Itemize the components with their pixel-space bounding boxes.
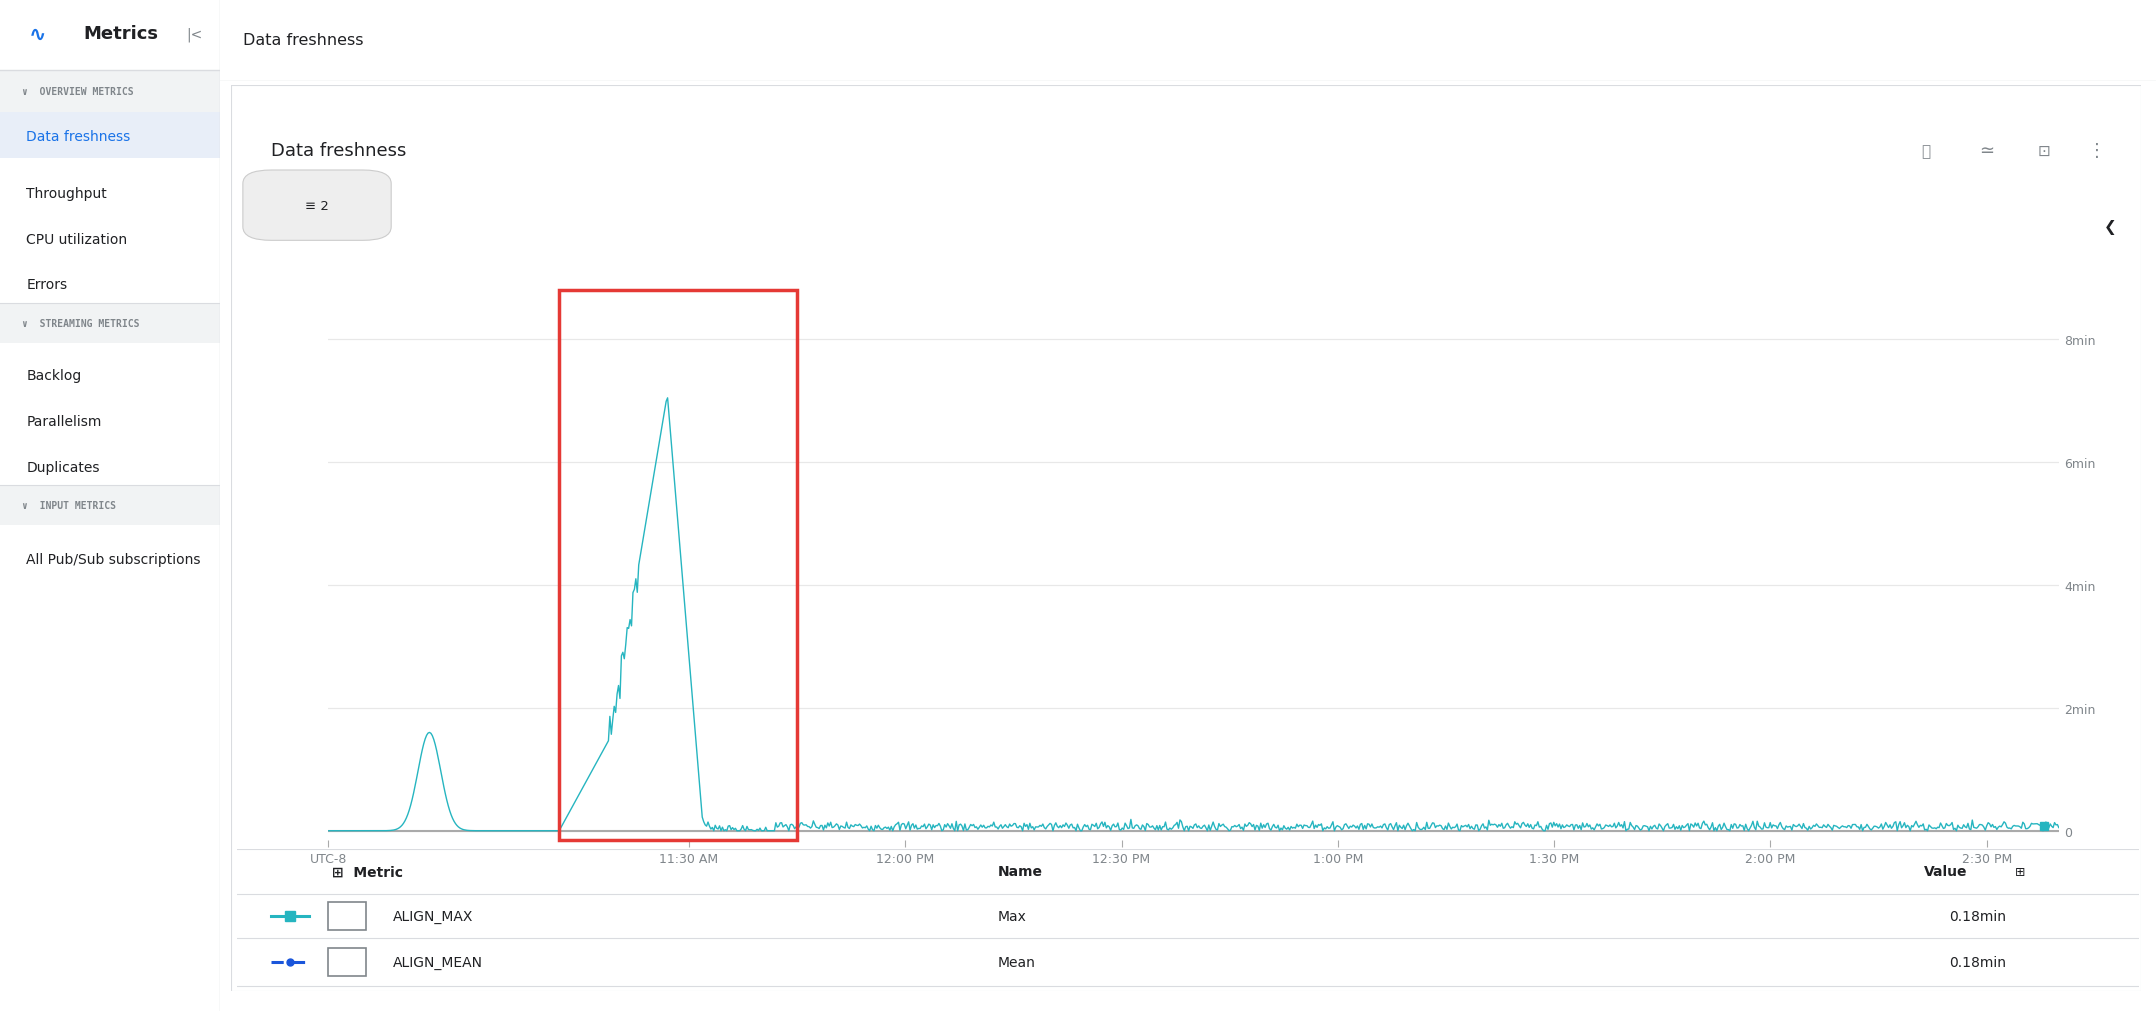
- Text: ≡ 2: ≡ 2: [306, 199, 330, 212]
- FancyBboxPatch shape: [244, 171, 390, 241]
- Text: Data freshness: Data freshness: [244, 33, 364, 49]
- Bar: [0, 485, 220, 526]
- Text: ALIGN_MAX: ALIGN_MAX: [392, 909, 474, 923]
- Bar: [558, 290, 798, 840]
- Text: Metrics: Metrics: [84, 25, 160, 43]
- Text: ⊞  Metric: ⊞ Metric: [332, 864, 403, 879]
- Text: 0.18min: 0.18min: [1949, 955, 2005, 970]
- Text: ∨  OVERVIEW METRICS: ∨ OVERVIEW METRICS: [22, 87, 134, 97]
- Text: Errors: Errors: [26, 278, 67, 292]
- Text: ⊡: ⊡: [2037, 144, 2050, 159]
- Text: Backlog: Backlog: [26, 369, 82, 383]
- Text: ∿: ∿: [28, 24, 45, 44]
- Text: Data freshness: Data freshness: [26, 129, 132, 144]
- Bar: [328, 902, 367, 930]
- Text: ⋮: ⋮: [2087, 142, 2106, 160]
- Text: Duplicates: Duplicates: [26, 460, 99, 474]
- Bar: [0, 303, 220, 344]
- Bar: [0, 0, 220, 71]
- Bar: [328, 948, 367, 977]
- Text: ∨  INPUT METRICS: ∨ INPUT METRICS: [22, 500, 116, 511]
- Text: |<: |<: [185, 27, 203, 41]
- Text: Value: Value: [1923, 864, 1968, 879]
- Text: All Pub/Sub subscriptions: All Pub/Sub subscriptions: [26, 552, 201, 566]
- Bar: [0, 113, 220, 159]
- Text: ∨  STREAMING METRICS: ∨ STREAMING METRICS: [22, 318, 140, 329]
- Text: Max: Max: [998, 909, 1026, 923]
- Text: Name: Name: [998, 864, 1044, 879]
- Text: CPU utilization: CPU utilization: [26, 233, 127, 247]
- Text: 🔍: 🔍: [1921, 144, 1930, 159]
- Text: ⊞: ⊞: [2016, 865, 2027, 878]
- Text: Data freshness: Data freshness: [272, 142, 407, 160]
- Text: Mean: Mean: [998, 955, 1035, 970]
- Text: ALIGN_MEAN: ALIGN_MEAN: [392, 955, 483, 970]
- Text: Parallelism: Parallelism: [26, 415, 101, 429]
- Bar: [0, 71, 220, 113]
- Text: ❮: ❮: [2104, 220, 2117, 236]
- Text: Throughput: Throughput: [26, 187, 108, 201]
- Text: 0.18min: 0.18min: [1949, 909, 2005, 923]
- Text: ≃: ≃: [1979, 142, 1994, 160]
